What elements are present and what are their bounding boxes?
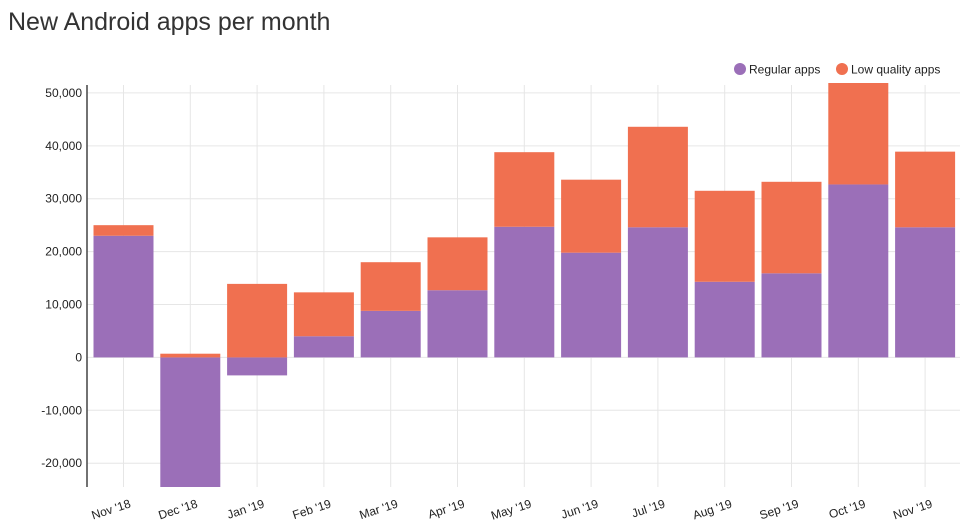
- legend-item-regular-apps[interactable]: Regular apps: [734, 63, 820, 77]
- bar-regular-apps: [761, 273, 822, 358]
- bar-low-quality-apps: [227, 283, 288, 358]
- y-tick-label: -10,000: [41, 403, 82, 417]
- x-tick-label: May '19: [489, 496, 533, 522]
- bar-low-quality-apps: [627, 126, 688, 228]
- bar-low-quality-apps: [293, 292, 354, 337]
- bar-regular-apps: [160, 357, 221, 487]
- bar-regular-apps: [227, 357, 288, 376]
- x-tick-label: Apr '19: [426, 496, 466, 521]
- bar-low-quality-apps: [160, 353, 221, 358]
- legend-label: Low quality apps: [851, 63, 940, 77]
- x-tick-label: Feb '19: [291, 496, 333, 522]
- legend-swatch: [734, 63, 746, 75]
- chart-title: New Android apps per month: [8, 8, 331, 36]
- y-tick-label: 0: [75, 350, 82, 364]
- bar-low-quality-apps: [561, 179, 622, 253]
- x-tick-label: Sep '19: [758, 496, 801, 522]
- bars: [93, 83, 956, 487]
- bar-regular-apps: [561, 252, 622, 358]
- bar-low-quality-apps: [427, 237, 488, 291]
- x-tick-label: Jul '19: [630, 496, 667, 520]
- x-axis-ticks: Nov '18 Dec '18 Jan '19 Feb '19 Mar '19 Apr '…: [90, 496, 935, 522]
- bar-low-quality-apps: [494, 152, 555, 227]
- y-tick-label: 50,000: [45, 86, 82, 100]
- bar-regular-apps: [895, 227, 956, 358]
- y-axis-ticks: 50,000 40,000 30,000 20,000 10,000 0 -10,000 -2…: [41, 86, 82, 470]
- x-tick-label: Jan '19: [225, 496, 266, 521]
- bar-low-quality-apps: [828, 83, 889, 185]
- legend: Regular apps Low quality apps: [734, 63, 940, 77]
- bar-regular-apps: [694, 281, 755, 358]
- x-tick-label: Aug '19: [691, 496, 734, 522]
- x-tick-label: Nov '18: [90, 496, 133, 522]
- bar-low-quality-apps: [360, 262, 421, 311]
- bar-regular-apps: [427, 290, 488, 358]
- bar-low-quality-apps: [93, 225, 154, 236]
- y-tick-label: -20,000: [41, 456, 82, 470]
- legend-item-low-quality-apps[interactable]: Low quality apps: [836, 63, 940, 77]
- y-tick-label: 40,000: [45, 139, 82, 153]
- x-tick-label: Nov '19: [891, 496, 934, 522]
- bar-regular-apps: [828, 184, 889, 358]
- bar-low-quality-apps: [895, 151, 956, 228]
- x-tick-label: Oct '19: [827, 496, 867, 521]
- x-tick-label: Mar '19: [358, 496, 400, 522]
- bar-low-quality-apps: [694, 190, 755, 282]
- bar-regular-apps: [93, 235, 154, 358]
- bar-regular-apps: [627, 227, 688, 358]
- y-tick-label: 20,000: [45, 245, 82, 259]
- bar-regular-apps: [293, 336, 354, 358]
- legend-label: Regular apps: [749, 63, 820, 77]
- y-tick-label: 30,000: [45, 192, 82, 206]
- y-tick-label: 10,000: [45, 298, 82, 312]
- x-tick-label: Jun '19: [559, 496, 600, 521]
- bar-regular-apps: [360, 310, 421, 358]
- legend-swatch: [836, 63, 848, 75]
- bar-regular-apps: [494, 226, 555, 358]
- x-tick-label: Dec '18: [157, 496, 200, 522]
- bar-low-quality-apps: [761, 181, 822, 274]
